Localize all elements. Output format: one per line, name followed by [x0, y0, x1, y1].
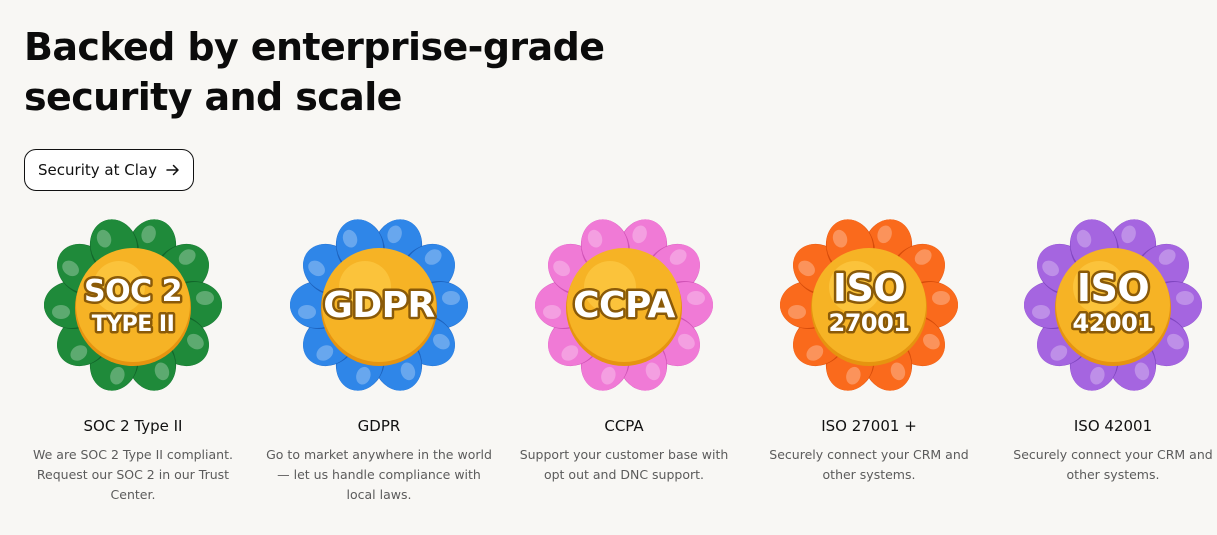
badge-description: Securely connect your CRM and other syst…	[769, 447, 969, 482]
svg-text:CCPA: CCPA	[573, 285, 675, 326]
svg-text:ISO: ISO	[1077, 266, 1149, 310]
badge-soc2: SOC 2 SOC 2 TYPE II TYPE II SOC 2 Type II W…	[13, 210, 253, 530]
badge-title: ISO 27001 +	[821, 417, 917, 435]
badge-title: GDPR	[357, 417, 401, 435]
svg-text:27001: 27001	[829, 309, 910, 337]
badge-iso42001: ISO ISO 42001 42001 ISO 42001 Securely conn…	[993, 210, 1217, 530]
svg-text:SOC 2: SOC 2	[84, 274, 182, 309]
gdpr-badge-icon: GDPR GDPR	[284, 210, 474, 400]
svg-text:GDPR: GDPR	[323, 285, 435, 326]
soc2-badge-icon: SOC 2 SOC 2 TYPE II TYPE II	[38, 210, 228, 400]
svg-text:42001: 42001	[1073, 309, 1154, 337]
svg-text:42001: 42001	[1073, 309, 1154, 337]
badge-ccpa: CCPA CCPA CCPA Support your customer base…	[504, 210, 744, 530]
svg-text:ISO: ISO	[1077, 266, 1149, 310]
svg-text:ISO: ISO	[833, 266, 905, 310]
badge-description: Go to market anywhere in the world — let…	[266, 447, 492, 502]
badge-title: CCPA	[604, 417, 644, 435]
badge-title: ISO 42001	[1073, 417, 1153, 435]
badge-description: We are SOC 2 Type II compliant. Request …	[33, 447, 233, 502]
badge-description: Securely connect your CRM and other syst…	[1013, 447, 1213, 482]
ccpa-badge-icon: CCPA CCPA	[529, 210, 719, 400]
iso42001-badge-icon: ISO ISO 42001 42001	[1018, 210, 1208, 400]
arrow-right-icon	[166, 164, 179, 176]
section-headline: Backed by enterprise-grade security and …	[24, 25, 605, 119]
badge-iso27001: ISO ISO 27001 27001 ISO 27001 + Securely co…	[749, 210, 989, 530]
iso27001-badge-icon: ISO ISO 27001 27001	[774, 210, 964, 400]
svg-text:CCPA: CCPA	[573, 285, 675, 326]
cta-label: Security at Clay	[38, 161, 157, 179]
svg-text:27001: 27001	[829, 309, 910, 337]
badge-title: SOC 2 Type II	[83, 417, 183, 435]
svg-text:SOC 2: SOC 2	[84, 274, 182, 309]
certification-badges: SOC 2 SOC 2 TYPE II TYPE II SOC 2 Type II W…	[0, 210, 1217, 530]
security-at-clay-button[interactable]: Security at Clay	[24, 149, 194, 191]
svg-text:TYPE II: TYPE II	[92, 312, 175, 337]
svg-text:TYPE II: TYPE II	[92, 312, 175, 337]
badge-description: Support your customer base with opt out …	[519, 447, 729, 482]
svg-text:GDPR: GDPR	[323, 285, 435, 326]
badge-gdpr: GDPR GDPR GDPR Go to market anywhere in t…	[259, 210, 499, 530]
svg-text:ISO: ISO	[833, 266, 905, 310]
